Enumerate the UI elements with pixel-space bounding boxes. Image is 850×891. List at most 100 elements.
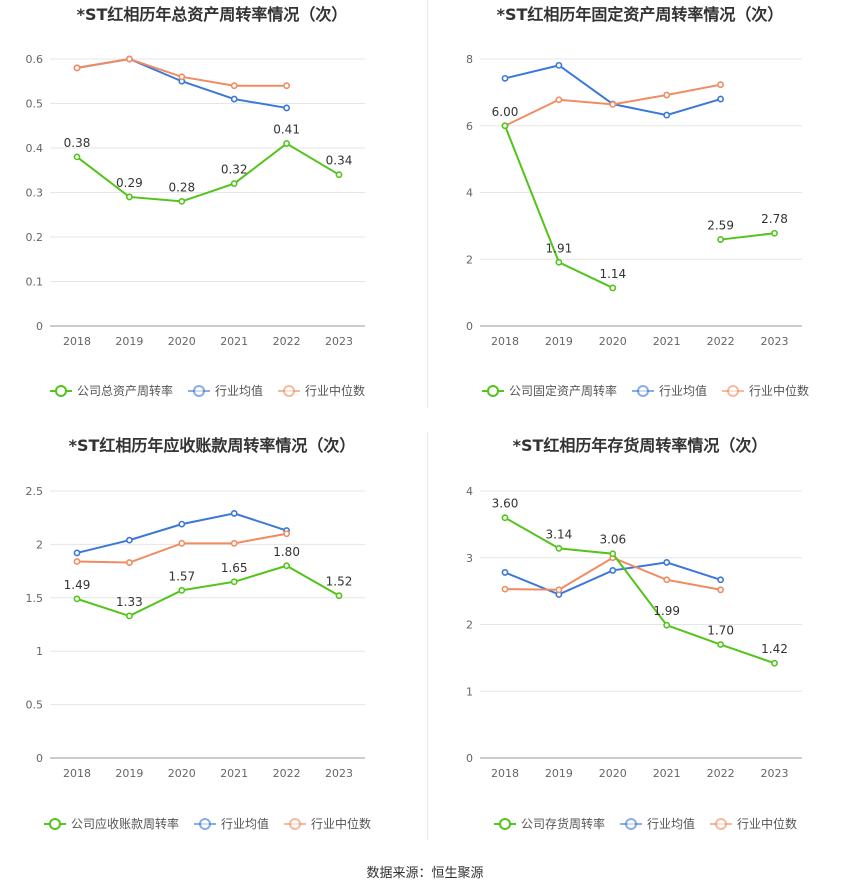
legend-item-company: 公司应收账款周转率 (44, 816, 179, 831)
legend-label: 公司固定资产周转率 (509, 383, 617, 398)
y-tick-label: 0.1 (26, 276, 44, 289)
y-tick-label: 0.3 (26, 187, 44, 200)
x-tick-label: 2021 (220, 767, 248, 780)
data-label: 2.78 (761, 212, 788, 226)
x-tick-label: 2020 (599, 767, 627, 780)
series-company: 6.00 1.91 1.14 2.59 2.78 (492, 105, 788, 292)
y-tick-label: 8 (466, 53, 473, 66)
data-label: 6.00 (492, 105, 519, 119)
data-point (717, 81, 724, 89)
series-industry-median (501, 554, 724, 594)
data-point (125, 536, 133, 544)
data-point (771, 229, 778, 237)
data-label: 1.91 (546, 241, 573, 255)
legend-label: 行业中位数 (305, 383, 365, 398)
y-tick-label: 1.5 (26, 592, 44, 605)
data-point (501, 585, 509, 593)
legend-marker (193, 385, 205, 397)
legend-item-industry-median: 行业中位数 (284, 816, 371, 831)
data-point (178, 73, 186, 81)
x-tick-label: 2023 (325, 767, 353, 780)
data-point (555, 258, 563, 266)
legend-marker (625, 818, 637, 830)
series-line (76, 532, 287, 564)
data-label: 1.99 (653, 604, 680, 618)
data-point (609, 550, 617, 558)
x-tick-label: 2023 (761, 767, 789, 780)
series-line (76, 564, 340, 618)
x-tick-label: 2022 (273, 335, 301, 348)
data-point (230, 95, 238, 103)
data-point (283, 82, 290, 90)
chart-title: *ST红相历年总资产周转率情况（次） (77, 5, 348, 24)
data-label: 1.49 (64, 578, 91, 592)
y-tick-label: 0.5 (26, 699, 44, 712)
legend-marker (727, 385, 739, 397)
data-label: 0.34 (326, 154, 353, 168)
data-label: 2.59 (707, 219, 734, 233)
series-industry-median (73, 530, 290, 566)
data-point (555, 61, 563, 69)
series-line (76, 512, 287, 554)
data-point (73, 549, 81, 557)
legend-label: 公司总资产周转率 (77, 383, 173, 398)
data-point (555, 545, 563, 552)
data-point (73, 595, 81, 603)
legend-marker (637, 385, 649, 397)
x-tick-label: 2018 (63, 767, 91, 780)
x-tick-label: 2018 (491, 767, 519, 780)
data-point (663, 111, 671, 119)
series-industry-mean (73, 510, 290, 557)
data-point (283, 140, 290, 147)
y-tick-label: 2.5 (26, 485, 44, 498)
y-tick-label: 1 (466, 685, 473, 698)
data-point (663, 559, 671, 566)
data-point (717, 586, 724, 594)
y-tick-label: 0.5 (26, 98, 44, 111)
series-company: 1.49 1.33 1.57 1.65 1.80 1.52 (64, 545, 352, 620)
series-line (76, 142, 340, 203)
data-point (178, 520, 186, 528)
x-tick-label: 2023 (761, 335, 789, 348)
legend-marker (289, 818, 301, 830)
y-tick-label: 6 (466, 120, 473, 133)
data-point (335, 592, 343, 600)
data-point (230, 578, 238, 586)
y-tick-label: 3 (466, 552, 473, 565)
series-industry-mean (501, 559, 724, 598)
data-label: 3.14 (546, 527, 573, 541)
data-point (230, 180, 238, 187)
x-tick-label: 2020 (168, 767, 196, 780)
x-tick-label: 2020 (168, 335, 196, 348)
data-point (283, 104, 290, 112)
legend-label: 行业均值 (647, 816, 695, 831)
data-point (663, 576, 671, 584)
x-tick-label: 2022 (707, 335, 735, 348)
data-point (717, 236, 724, 243)
y-tick-label: 0 (36, 752, 43, 765)
series-line (504, 516, 775, 665)
data-point (501, 514, 509, 522)
x-tick-label: 2021 (653, 335, 681, 348)
legend-marker (199, 818, 211, 830)
data-label: 0.32 (221, 163, 248, 177)
legend-item-industry-mean: 行业均值 (632, 383, 707, 398)
data-label: 0.38 (64, 136, 91, 150)
legend-item-industry-mean: 行业均值 (188, 383, 263, 398)
legend-item-industry-mean: 行业均值 (194, 816, 269, 831)
data-label: 1.70 (707, 624, 734, 638)
data-point (178, 197, 186, 205)
data-point (609, 567, 617, 574)
legend-label: 行业中位数 (737, 816, 797, 831)
data-point (717, 576, 724, 584)
data-point (663, 621, 671, 629)
y-tick-label: 4 (466, 187, 473, 200)
legend-item-company: 公司存货周转率 (494, 816, 605, 831)
panel-divider-top (427, 0, 428, 408)
data-point (717, 95, 724, 103)
y-tick-label: 4 (466, 485, 473, 498)
data-point (230, 539, 238, 547)
data-point (73, 64, 81, 72)
y-tick-label: 0 (36, 320, 43, 333)
legend-label: 行业均值 (659, 383, 707, 398)
